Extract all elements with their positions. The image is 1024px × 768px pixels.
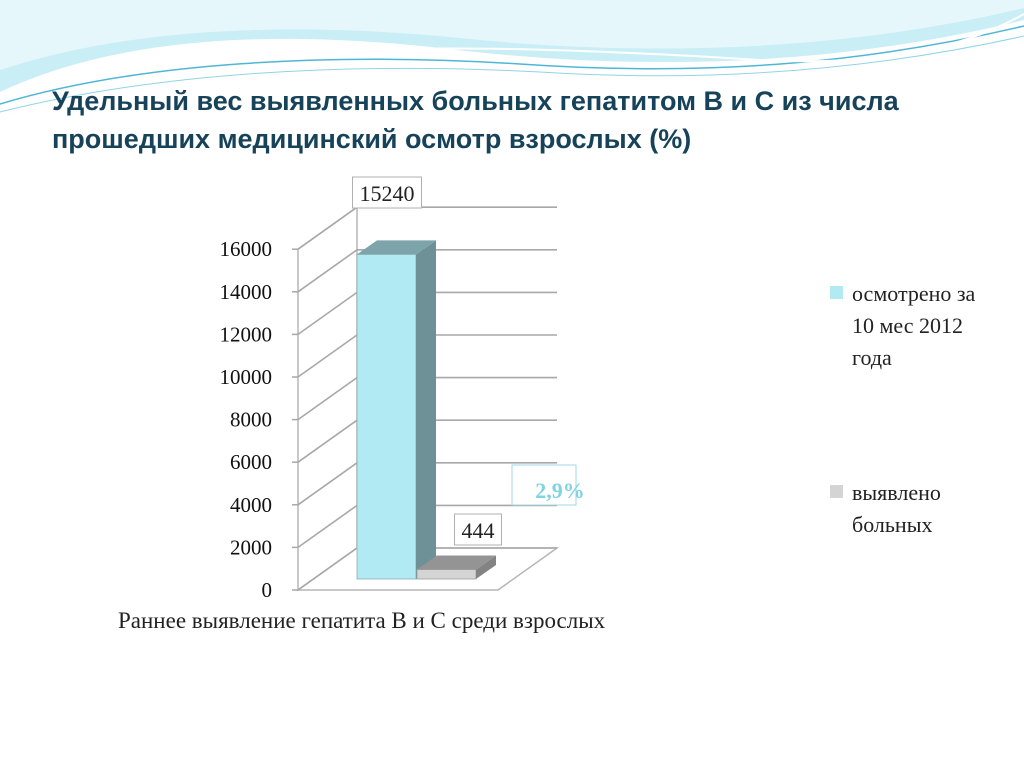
gridline-14000 [297,249,557,293]
chart-bars [356,240,496,580]
y-tick-label-16000: 16000 [220,237,273,261]
header-wave-decoration [0,0,1024,113]
legend-swatch-series-1 [830,286,843,299]
y-tick-label-0: 0 [262,578,273,602]
data-label-box-1 [352,176,422,209]
wave-line-3 [199,13,1024,63]
y-tick-label-10000: 10000 [220,365,273,389]
bar-2-side [476,555,496,579]
wave-line-2 [0,35,1024,113]
data-labels: 15240 444 2,9% [352,176,585,546]
y-tick-label-4000: 4000 [230,493,272,517]
data-label-1: 15240 [360,181,415,206]
bar-1-top [357,240,436,255]
annotation-box [511,464,577,506]
wave-line-1 [0,25,1024,105]
legend-label-series-2: выявлено больных [852,480,941,537]
y-axis-ticks: 0 2000 4000 6000 8000 10000 12000 14000 16000 [220,237,298,602]
legend-swatch-series-2 [830,485,843,498]
bar-1-front [356,253,417,580]
data-label-box-2 [454,513,502,546]
y-tick-label-2000: 2000 [230,535,272,559]
wave-fill-soft [0,0,1024,70]
data-label-2: 444 [462,518,495,543]
slide-title: Удельный вес выявленных больных гепатито… [52,86,899,154]
bar-2-front [416,569,477,580]
legend-label-series-1: осмотрено за 10 мес 2012 года [852,281,976,370]
y-tick-label-12000: 12000 [220,322,273,346]
bar-1-side [416,240,436,579]
y-tick-label-6000: 6000 [230,450,272,474]
y-tick-label-8000: 8000 [230,408,272,432]
y-tick-label-14000: 14000 [220,280,273,304]
x-axis-label: Раннее выявление гепатита В и С среди вз… [118,608,606,633]
annotation-percentage: 2,9% [535,478,585,503]
bar-2-top [417,555,496,570]
